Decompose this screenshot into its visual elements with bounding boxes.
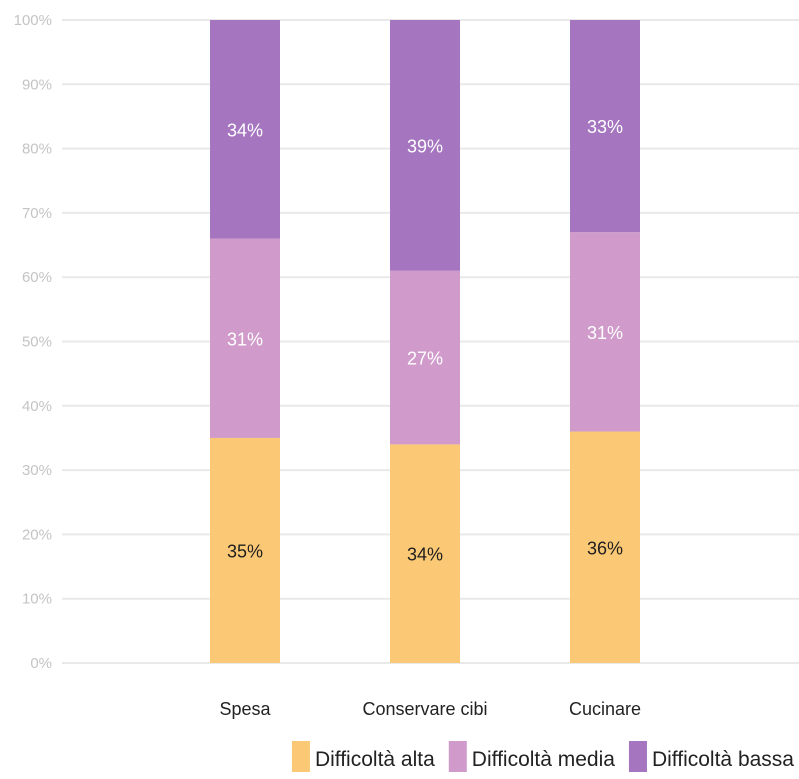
legend-label: Difficoltà alta [315,748,435,771]
bar-segment [570,431,640,663]
data-label: 34% [227,120,263,140]
category-label: Cucinare [569,699,641,719]
y-tick-label: 30% [22,462,52,479]
legend-label: Difficoltà bassa [652,748,794,771]
legend-label: Difficoltà media [472,748,615,771]
y-tick-label: 10% [22,591,52,608]
data-label: 31% [587,323,623,343]
bar-segment [570,20,640,233]
y-tick-label: 0% [30,655,52,672]
category-label: Spesa [219,699,271,719]
data-label: 35% [227,541,263,561]
data-label: 27% [407,349,443,369]
data-label: 36% [587,538,623,558]
data-labels: 35% 31% 34% 34% 27% 39% 36% 31% 33% [227,117,623,565]
y-tick-label: 40% [22,398,52,415]
bar-segment [210,437,280,663]
bar-segment [210,238,280,438]
legend-item: Difficoltà media [448,741,615,772]
bar-segment [390,270,460,445]
y-tick-label: 60% [22,269,52,286]
legend-item: Difficoltà alta [291,741,435,772]
bar-segment [570,232,640,432]
y-tick-label: 80% [22,141,52,158]
category-label: Conservare cibi [362,699,487,719]
y-axis-ticks: 0% 10% 20% 30% 40% 50% 60% 70% 80% 90% 100% [14,12,52,672]
y-tick-label: 70% [22,205,52,222]
legend-swatch [628,741,647,772]
y-tick-label: 90% [22,76,52,93]
x-axis-categories: Spesa Conservare cibi Cucinare [219,699,641,719]
y-tick-label: 100% [14,12,52,29]
legend-swatch [448,741,467,772]
bars [210,20,640,663]
y-tick-label: 20% [22,526,52,543]
y-tick-label: 50% [22,334,52,351]
bar-segment [390,444,460,663]
legend: Difficoltà alta Difficoltà media Difficolt… [291,741,794,772]
bar-segment [390,20,460,271]
data-label: 31% [227,329,263,349]
data-label: 34% [407,545,443,565]
legend-swatch [291,741,310,772]
bar-segment [210,20,280,239]
data-label: 33% [587,117,623,137]
data-label: 39% [407,136,443,156]
legend-item: Difficoltà bassa [628,741,794,772]
